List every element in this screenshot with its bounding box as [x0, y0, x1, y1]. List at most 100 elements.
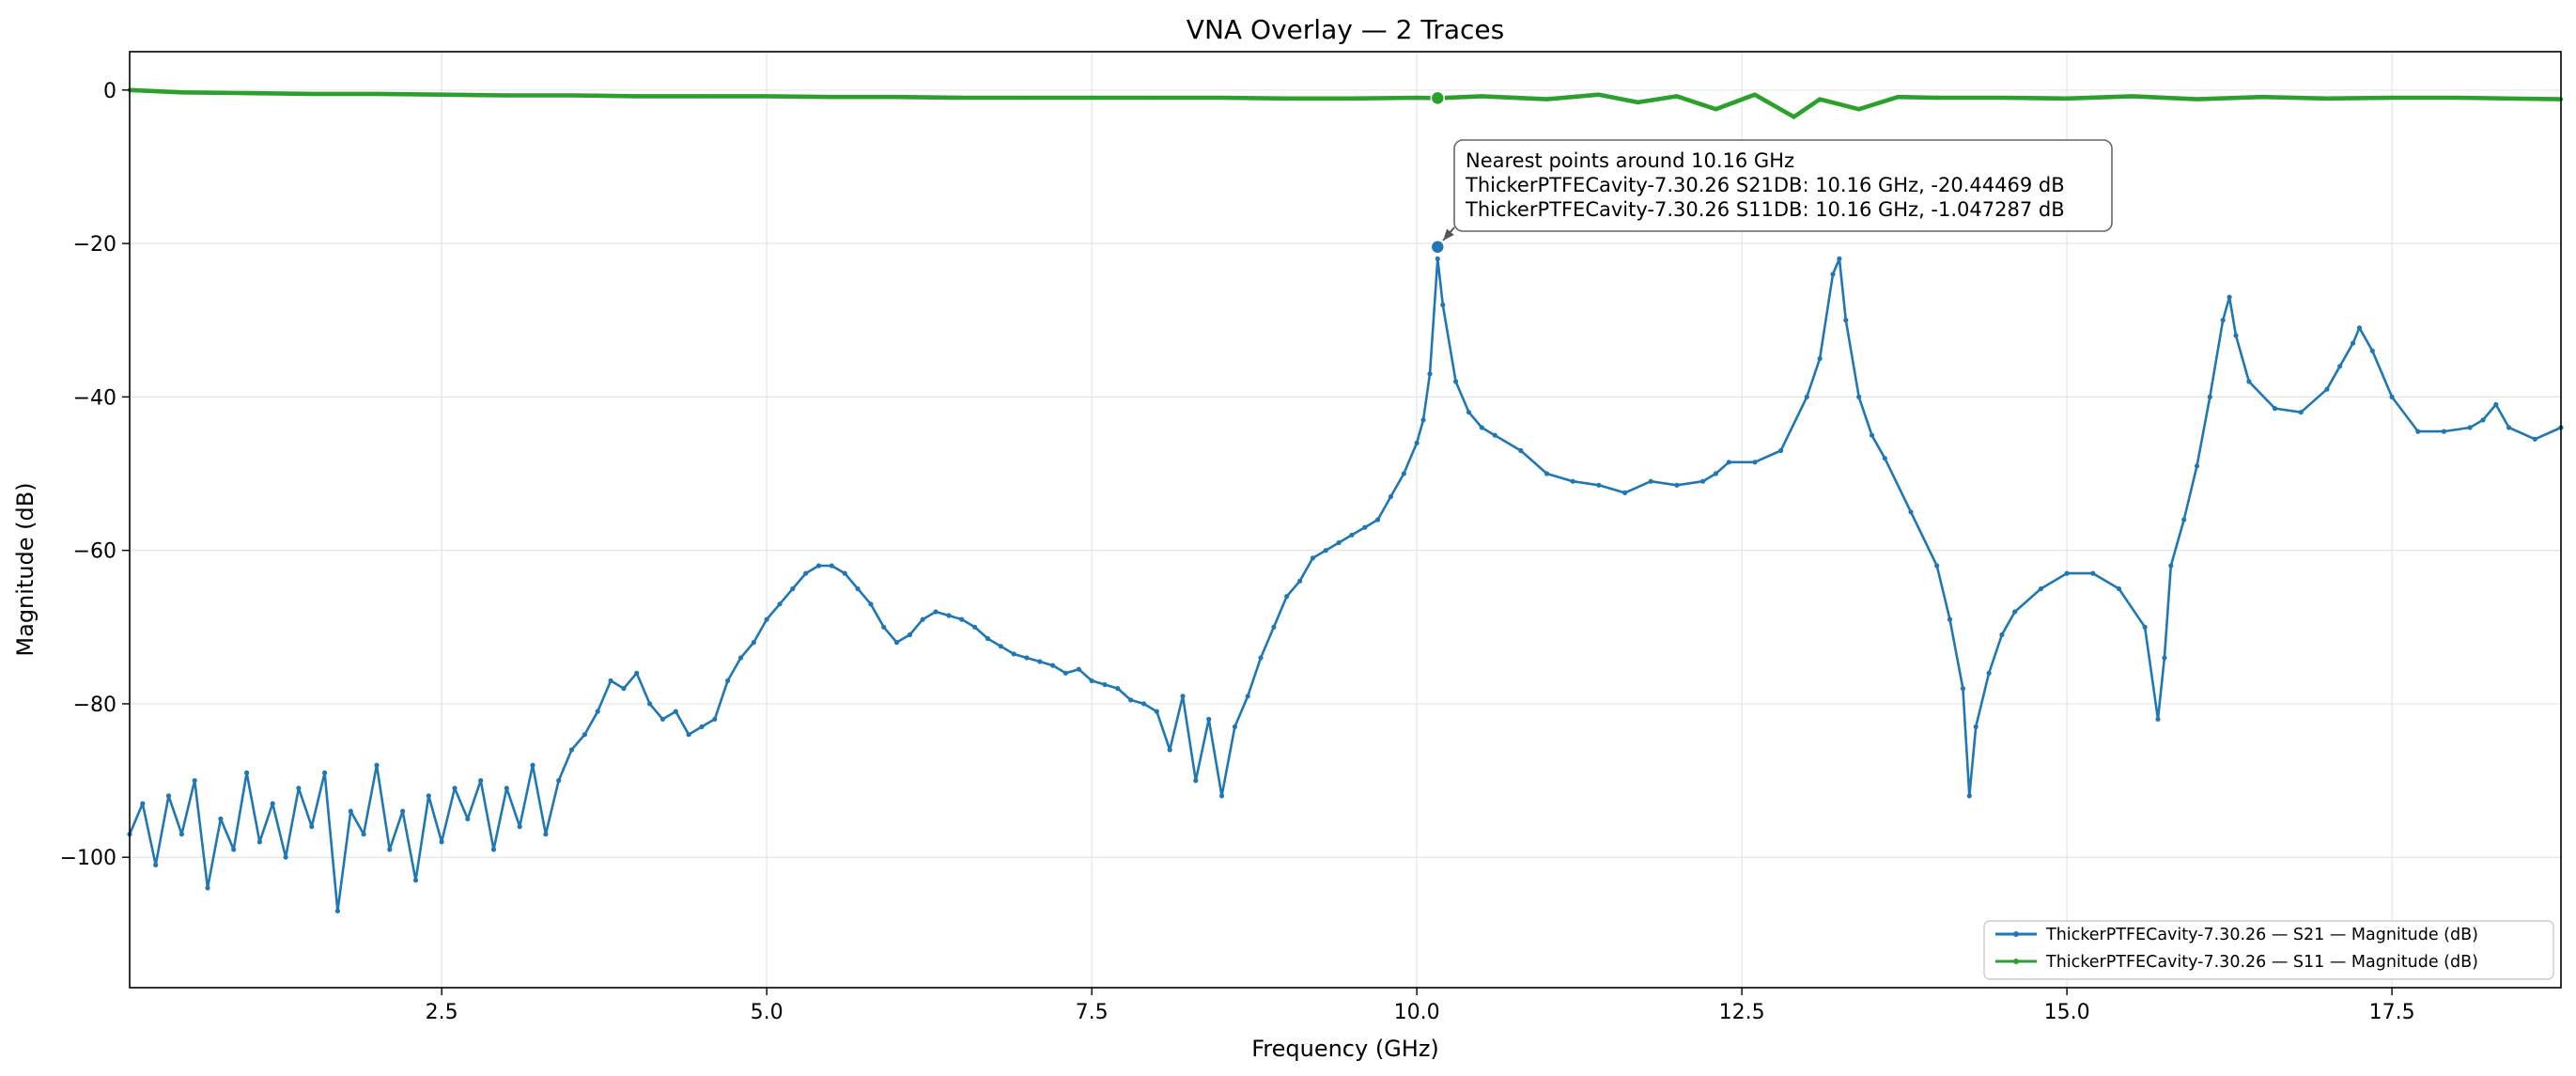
- data-point: [1596, 482, 1602, 488]
- annotation-line-3: ThickerPTFECavity-7.30.26 S11DB: 10.16 G…: [1465, 198, 2065, 221]
- data-point: [582, 732, 588, 738]
- data-point: [829, 563, 834, 569]
- x-tick-label: 12.5: [1719, 1001, 1765, 1024]
- data-point: [1011, 651, 1016, 657]
- data-point: [556, 778, 562, 784]
- data-point: [153, 862, 159, 868]
- data-point: [2259, 95, 2264, 100]
- data-point: [1037, 659, 1043, 664]
- data-point: [2038, 585, 2043, 592]
- data-point: [2298, 410, 2304, 415]
- data-point: [322, 770, 328, 776]
- data-point: [1115, 686, 1121, 692]
- data-point: [972, 624, 978, 630]
- data-point: [712, 716, 718, 722]
- data-point: [1427, 371, 1433, 377]
- data-point: [1388, 493, 1393, 500]
- highlight-point-s21: [1430, 239, 1446, 255]
- data-point: [1752, 92, 1758, 97]
- data-point: [1219, 95, 1224, 101]
- data-point: [2356, 325, 2363, 331]
- data-point: [218, 816, 224, 822]
- data-point: [1050, 663, 1056, 668]
- data-point: [504, 786, 509, 791]
- data-point: [2130, 94, 2134, 99]
- data-point: [165, 793, 172, 799]
- y-tick-label: −60: [73, 540, 116, 564]
- data-point: [1232, 724, 1237, 730]
- data-point: [764, 616, 769, 622]
- data-point: [881, 624, 887, 630]
- data-point: [1401, 471, 1406, 476]
- data-point: [699, 94, 705, 99]
- data-point: [1896, 95, 1901, 100]
- data-point: [1544, 471, 1550, 476]
- annotation-line-2: ThickerPTFECavity-7.30.26 S21DB: 10.16 G…: [1465, 174, 2065, 196]
- data-point: [452, 786, 458, 791]
- highlight-point-s11: [1430, 90, 1446, 106]
- data-point: [1817, 356, 1823, 362]
- data-point: [231, 847, 237, 852]
- data-point: [1726, 460, 1731, 465]
- series-layer: [127, 87, 2564, 914]
- data-point: [998, 644, 1003, 649]
- legend-marker-s21: [2013, 931, 2019, 937]
- x-tick-label: 15.0: [2044, 1001, 2090, 1024]
- data-point: [1622, 490, 1628, 496]
- data-point: [465, 816, 471, 822]
- data-point: [1258, 655, 1264, 661]
- x-axis-label: Frequency (GHz): [1251, 1036, 1439, 1062]
- data-point: [1830, 272, 1836, 277]
- legend-marker-s11: [2013, 959, 2019, 964]
- data-point: [140, 801, 146, 806]
- data-point: [893, 640, 900, 646]
- x-axis-ticks: 2.5 5.0 7.5 10.0 12.5 15.0 17.5: [426, 988, 2415, 1024]
- data-point: [1089, 678, 1094, 684]
- data-point: [374, 91, 380, 97]
- data-point: [933, 609, 939, 615]
- data-point: [490, 847, 497, 852]
- data-point: [1700, 478, 1706, 484]
- data-point: [1778, 447, 1784, 454]
- plot-frame: [129, 51, 2562, 989]
- data-point: [543, 832, 549, 837]
- data-point: [946, 613, 952, 618]
- data-point: [504, 93, 509, 98]
- data-point: [2324, 96, 2330, 101]
- data-point: [1154, 709, 1159, 714]
- data-point: [244, 90, 249, 96]
- data-point: [2162, 655, 2167, 661]
- data-point: [283, 854, 288, 860]
- data-point: [569, 93, 574, 98]
- data-point: [1804, 394, 1809, 399]
- data-point: [374, 762, 380, 768]
- data-point: [1856, 107, 1861, 112]
- data-point: [764, 94, 769, 99]
- data-point: [1648, 478, 1653, 484]
- data-point: [2194, 463, 2200, 469]
- data-point: [2168, 563, 2174, 569]
- data-point: [686, 732, 691, 738]
- data-point: [296, 786, 302, 791]
- data-point: [1466, 410, 1472, 415]
- data-point: [2155, 716, 2161, 722]
- data-point: [1155, 95, 1159, 101]
- data-point: [439, 92, 444, 97]
- data-point: [660, 716, 666, 722]
- data-point: [1414, 440, 1420, 445]
- y-tick-label: −20: [73, 233, 116, 257]
- data-point: [517, 824, 522, 830]
- data-point: [815, 563, 822, 569]
- annotation-box: [1453, 139, 2113, 232]
- data-point: [478, 778, 484, 784]
- data-point: [2233, 333, 2239, 338]
- s11-series: [127, 87, 2564, 119]
- data-point: [2532, 436, 2537, 442]
- data-point: [2142, 624, 2148, 630]
- data-point: [2324, 386, 2330, 392]
- data-point: [803, 570, 809, 576]
- y-tick-label: 0: [103, 80, 116, 103]
- data-point: [2369, 348, 2375, 353]
- data-point: [842, 570, 847, 576]
- data-point: [595, 709, 600, 714]
